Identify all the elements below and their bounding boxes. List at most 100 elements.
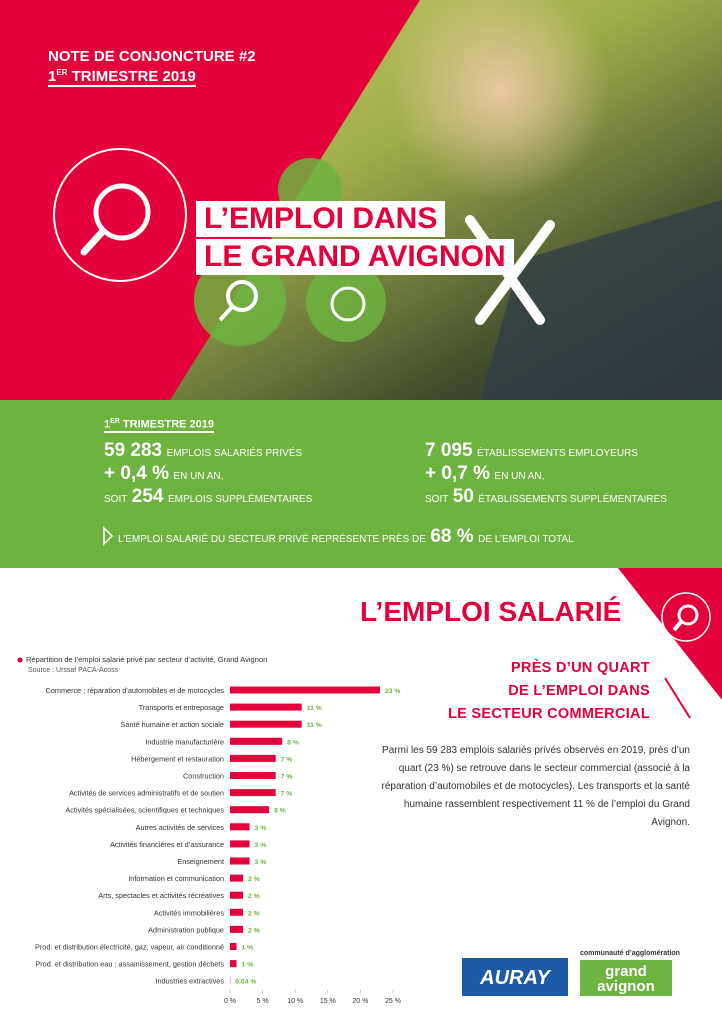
period: 1ER TRIMESTRE 2019	[48, 68, 196, 87]
stat-value: 254	[131, 486, 164, 507]
bullet-arrow	[103, 526, 114, 546]
section-paragraph: Parmi les 59 283 emplois salariés privés…	[381, 745, 691, 828]
value-label: 7 %	[281, 756, 293, 763]
logo-text: avignon	[597, 978, 655, 995]
category-label: Industrie manufacturière	[145, 737, 224, 746]
stats-period: 1ER TRIMESTRE 2019	[104, 418, 215, 433]
value-label: 7 %	[281, 791, 293, 798]
stat-label: EMPLOIS SUPPLÉMENTAIRES	[167, 494, 313, 505]
logo-caption: communauté d’agglomération	[580, 950, 680, 957]
bar	[230, 806, 270, 814]
bar	[230, 737, 283, 745]
logo-grand-avignon	[580, 960, 672, 996]
kicker: NOTE DE CONJONCTURE #2	[48, 48, 256, 65]
summary-value: 68 %	[430, 526, 474, 547]
title-line: L’EMPLOI DANS	[196, 201, 446, 237]
value-label: 7 %	[281, 774, 293, 781]
x-tick-label: 5 %	[257, 998, 269, 1005]
value-label: 1 %	[242, 962, 254, 969]
x-tick-label: 0 %	[224, 998, 236, 1005]
icon-handle	[218, 305, 234, 322]
title-line: LE GRAND AVIGNON	[196, 239, 514, 275]
photo-face	[390, 0, 610, 200]
period-number: 1	[104, 418, 111, 431]
bar	[230, 891, 244, 899]
stat-pre: SOIT	[104, 494, 128, 505]
icon-circle	[306, 262, 386, 342]
x-tick-label: 25 %	[385, 998, 401, 1005]
stat-row: SOIT 50 ÉTABLISSEMENTS SUPPLÉMENTAIRES	[425, 486, 667, 508]
category-label: Transports et entreposage	[139, 703, 224, 712]
green-band	[0, 400, 722, 568]
value-label: 6 %	[274, 808, 286, 815]
callout-line: PRÈS D’UN QUART	[510, 660, 650, 676]
value-label: 11 %	[307, 705, 322, 712]
stat-value: 59 283	[104, 440, 163, 461]
category-label: Enseignement	[177, 857, 224, 866]
category-label: Santé humaine et action sociale	[121, 720, 224, 729]
x-tick-label: 10 %	[287, 998, 303, 1005]
icon-handle	[80, 227, 107, 256]
bar	[230, 772, 276, 779]
x-tick-label: 20 %	[352, 998, 368, 1005]
callout-rule	[664, 677, 691, 719]
logo-text: AURAY	[479, 967, 551, 989]
bar	[230, 720, 302, 728]
bar	[230, 874, 244, 882]
value-label: 0,04 %	[235, 979, 256, 986]
callout-line: LE SECTEUR COMMERCIAL	[447, 706, 650, 722]
stat-value: 7 095	[425, 440, 473, 461]
stat-value: + 0,4 %	[104, 463, 169, 484]
stat-pre: SOIT	[425, 494, 449, 505]
logo-auray	[462, 958, 568, 996]
period-suffix: ER	[110, 418, 120, 425]
value-label: 23 %	[385, 688, 401, 695]
bar	[230, 703, 302, 711]
category-label: Arts, spectacles et activités récréative…	[98, 891, 224, 900]
icon-ring	[661, 592, 711, 642]
bar	[230, 789, 276, 797]
category-label: Industries extractives	[155, 977, 224, 986]
value-label: 3 %	[255, 842, 267, 849]
bar	[230, 908, 244, 916]
icon-ring	[53, 148, 187, 282]
value-label: 1 %	[242, 945, 254, 952]
value-label: 8 %	[287, 739, 299, 746]
section-title: L’EMPLOI SALARIÉ	[360, 596, 622, 627]
bar	[230, 943, 237, 950]
value-label: 2 %	[248, 876, 260, 883]
logo-text: grand	[605, 963, 647, 980]
value-label: 11 %	[307, 722, 322, 729]
chart-source: Source : Urssaf PACA-Acoss	[28, 667, 119, 674]
category-label: Activités de services administratifs et …	[69, 789, 224, 798]
category-label: Autres activités de services	[136, 823, 225, 832]
bar	[230, 840, 250, 848]
icon-circle	[194, 254, 286, 346]
summary-text: DE L’EMPLOI TOTAL	[478, 534, 574, 545]
chart: Répartition de l’emploi salarié privé pa…	[17, 655, 401, 1005]
icon-globe	[330, 286, 366, 322]
photo-suit	[480, 200, 722, 400]
x-tick-label: 15 %	[320, 998, 336, 1005]
category-label: Prod. et distribution électricité, gaz, …	[35, 943, 224, 952]
stat-value: 50	[452, 486, 474, 507]
bar	[230, 686, 380, 694]
period-suffix: ER	[56, 68, 68, 77]
category-label: Activités spécialisées, scientifiques et…	[65, 806, 224, 815]
category-label: Activités financières et d’assurance	[110, 840, 224, 849]
period-number: 1	[48, 68, 57, 85]
stat-row: + 0,7 % EN UN AN,	[425, 463, 544, 485]
stat-row: + 0,4 % EN UN AN,	[104, 463, 223, 485]
value-label: 2 %	[248, 910, 260, 917]
icon-magnifier	[93, 183, 151, 241]
category-label: Activités immobilières	[154, 908, 224, 917]
stat-label: EN UN AN,	[494, 471, 545, 482]
stats-summary: L’EMPLOI SALARIÉ DU SECTEUR PRIVÉ REPRÉS…	[118, 526, 574, 548]
stat-label: ÉTABLISSEMENTS SUPPLÉMENTAIRES	[478, 494, 667, 505]
period-rest: TRIMESTRE 2019	[122, 418, 215, 431]
chart-bullet	[17, 657, 23, 663]
chart-title: Répartition de l’emploi salarié privé pa…	[26, 655, 267, 664]
stat-label: ÉTABLISSEMENTS EMPLOYEURS	[477, 448, 638, 459]
